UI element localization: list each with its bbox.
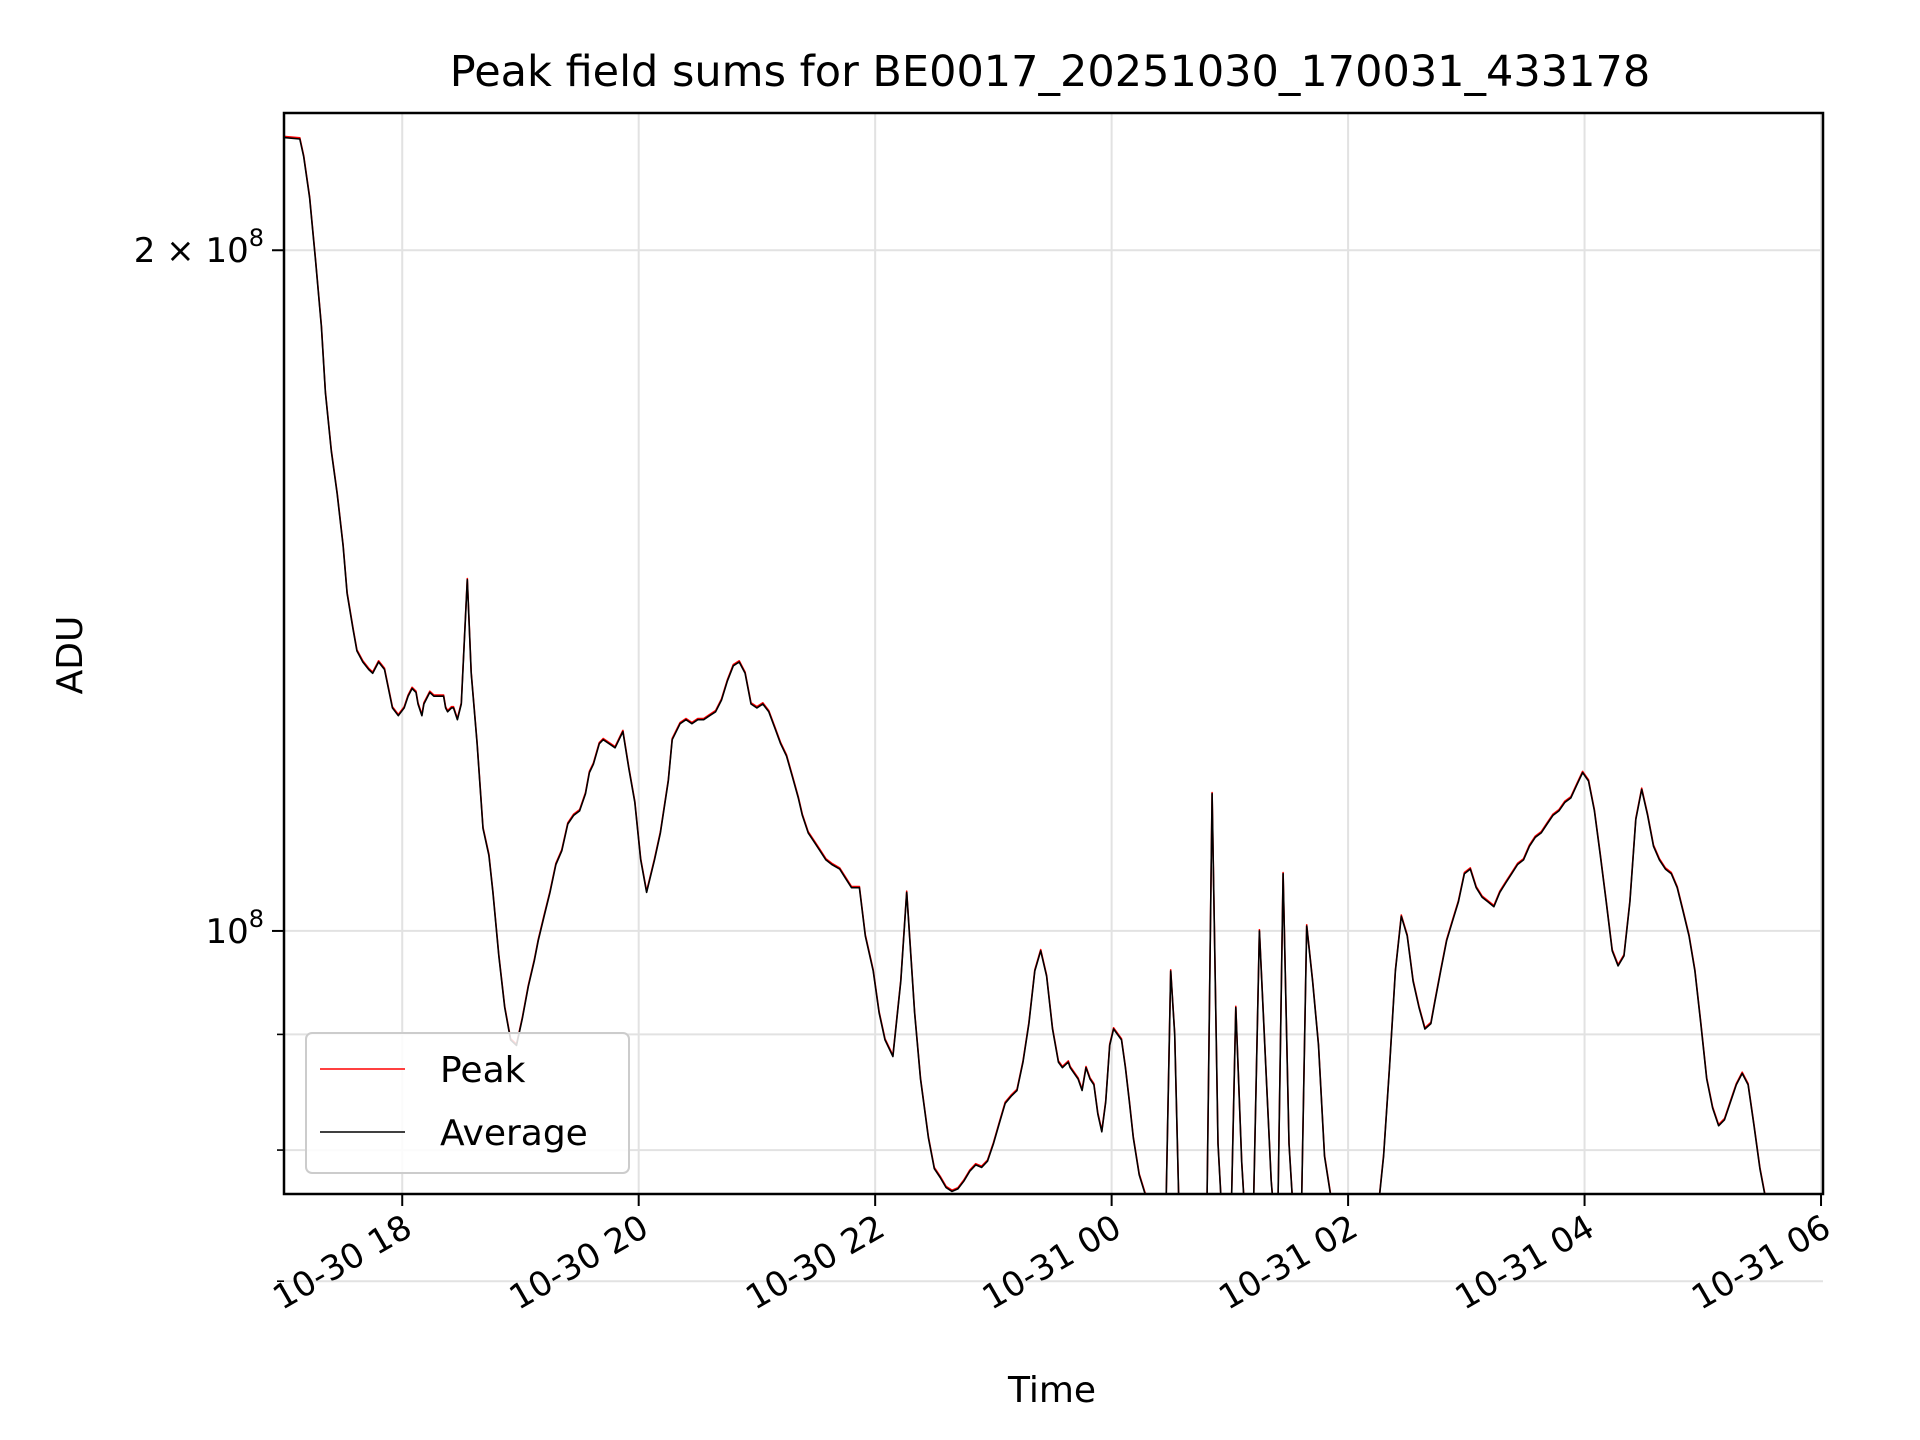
x-tick-label: 10-30 20	[503, 1207, 655, 1318]
axes-frame	[282, 111, 1825, 1196]
x-tick-label: 10-31 02	[1212, 1207, 1364, 1318]
x-tick-label: 10-31 00	[976, 1207, 1128, 1318]
legend: Peak Average	[305, 1032, 630, 1174]
x-tick-label: 10-31 04	[1449, 1207, 1601, 1318]
legend-label-average: Average	[440, 1113, 588, 1154]
x-tick-label: 10-30 22	[739, 1207, 891, 1318]
x-axis-label: Time	[1007, 1370, 1096, 1411]
x-axis-ticks: 10-30 18 10-30 20 10-30 22 10-31 00 10-31 02…	[266, 1194, 1838, 1318]
legend-box	[305, 1032, 630, 1174]
y-axis-ticks: 108 2 × 108	[134, 224, 284, 1282]
y-tick-label: 108	[205, 905, 264, 952]
chart-title: Peak field sums for BE0017_20251030_1700…	[450, 47, 1650, 97]
x-tick-label: 10-30 18	[266, 1207, 418, 1318]
y-tick-label: 2 × 108	[134, 224, 264, 271]
x-tick-label: 10-31 06	[1685, 1207, 1837, 1318]
y-axis-label: ADU	[50, 616, 91, 695]
legend-label-peak: Peak	[440, 1050, 526, 1091]
